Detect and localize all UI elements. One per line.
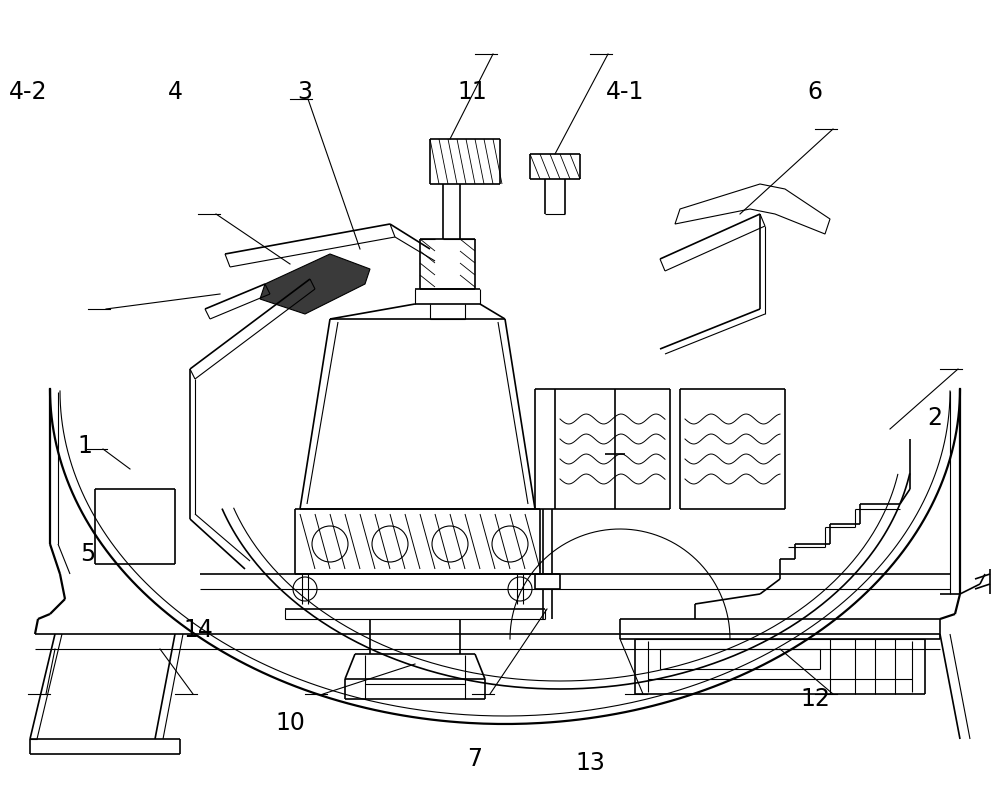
Circle shape (432, 526, 468, 562)
Circle shape (492, 526, 528, 562)
Circle shape (508, 577, 532, 602)
Text: 2: 2 (928, 405, 942, 429)
Text: 12: 12 (800, 686, 830, 710)
Text: 4-1: 4-1 (606, 80, 644, 104)
Text: 4: 4 (168, 80, 183, 104)
Text: 1: 1 (78, 433, 92, 457)
Circle shape (372, 526, 408, 562)
Text: 14: 14 (183, 618, 213, 642)
Text: 11: 11 (457, 80, 487, 104)
Text: 13: 13 (575, 750, 605, 774)
Text: 5: 5 (80, 541, 96, 565)
Circle shape (293, 577, 317, 602)
Text: 7: 7 (468, 746, 483, 770)
Circle shape (312, 526, 348, 562)
Text: 6: 6 (808, 80, 822, 104)
Text: 10: 10 (275, 710, 305, 734)
Text: 4-2: 4-2 (9, 80, 47, 104)
Polygon shape (260, 255, 370, 314)
Text: 3: 3 (298, 80, 313, 104)
